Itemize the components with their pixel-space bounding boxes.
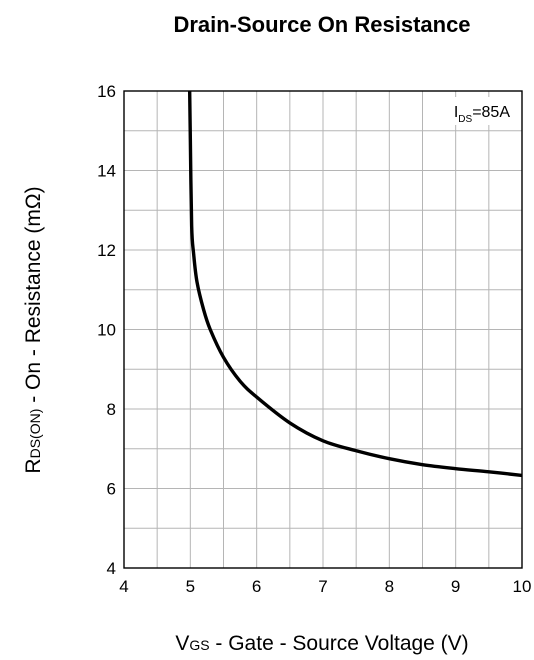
annotation-box: IDS=85A bbox=[428, 97, 512, 125]
x-axis-label-sub: GS bbox=[189, 637, 209, 653]
y-tick-label: 14 bbox=[97, 162, 116, 181]
y-tick-labels: 4 6 8 10 12 14 16 bbox=[97, 82, 116, 578]
annotation-text: IDS=85A bbox=[454, 104, 511, 125]
annotation-main: I bbox=[454, 104, 458, 121]
x-axis-label-main: V bbox=[175, 632, 189, 655]
x-tick-label: 9 bbox=[451, 577, 460, 596]
y-axis-label-sub: DS(ON) bbox=[27, 409, 43, 459]
y-axis-label-main: R bbox=[22, 458, 45, 473]
series-layer bbox=[187, 90, 523, 478]
y-axis-label: RDS(ON) - On - Resistance (mΩ) bbox=[22, 186, 45, 473]
x-tick-label: 4 bbox=[119, 577, 128, 596]
y-tick-label: 10 bbox=[97, 321, 116, 340]
y-tick-label: 16 bbox=[97, 82, 116, 101]
chart-title: Drain-Source On Resistance bbox=[173, 12, 470, 37]
plot-area: IDS=85A bbox=[123, 90, 523, 569]
annotation-rest: =85A bbox=[472, 104, 510, 121]
x-axis-label-rest: - Gate - Source Voltage (V) bbox=[210, 632, 469, 655]
x-tick-label: 5 bbox=[186, 577, 195, 596]
y-tick-label: 4 bbox=[107, 559, 116, 578]
y-tick-label: 12 bbox=[97, 241, 116, 260]
x-tick-label: 7 bbox=[318, 577, 327, 596]
x-tick-label: 6 bbox=[252, 577, 261, 596]
grid bbox=[124, 91, 522, 568]
annotation-sub: DS bbox=[458, 114, 472, 125]
x-tick-label: 8 bbox=[385, 577, 394, 596]
x-tick-label: 10 bbox=[513, 577, 532, 596]
annotation-background bbox=[428, 97, 512, 125]
y-tick-label: 6 bbox=[107, 480, 116, 499]
series-line bbox=[187, 90, 523, 478]
plot-frame bbox=[123, 90, 523, 569]
y-axis-label-rest: - On - Resistance (mΩ) bbox=[22, 186, 45, 408]
x-tick-labels: 4 5 6 7 8 9 10 bbox=[119, 577, 531, 596]
x-axis-label: VGS - Gate - Source Voltage (V) bbox=[175, 632, 468, 655]
y-tick-label: 8 bbox=[107, 400, 116, 419]
